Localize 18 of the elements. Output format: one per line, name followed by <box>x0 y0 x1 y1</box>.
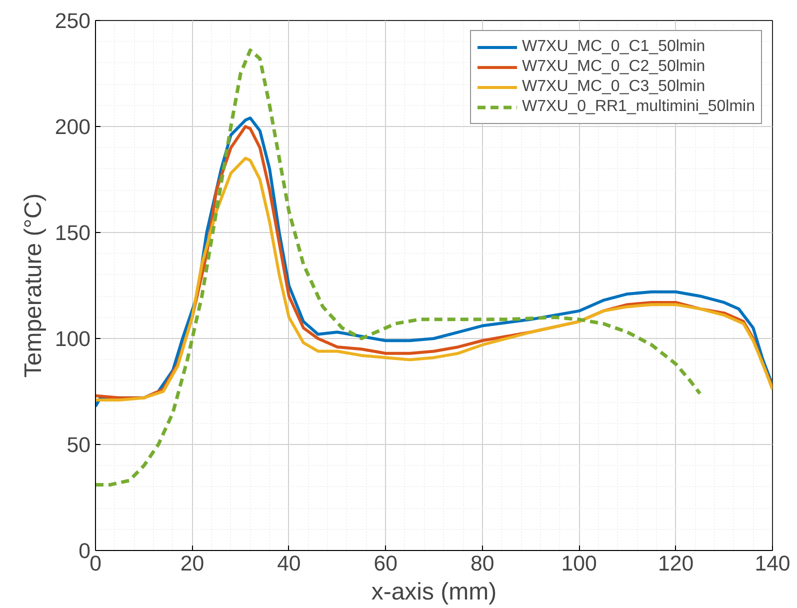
x-tick-label: 120 <box>658 552 694 576</box>
x-tick-label: 20 <box>180 552 204 576</box>
legend-label: W7XU_MC_0_C1_50lmin <box>522 38 706 56</box>
legend-label: W7XU_0_RR1_multimini_50lmin <box>522 98 755 116</box>
y-tick-label: 100 <box>54 327 91 351</box>
x-axis-title: x-axis (mm) <box>371 578 497 606</box>
legend-label: W7XU_MC_0_C3_50lmin <box>522 78 706 96</box>
x-tick-label: 140 <box>754 552 790 576</box>
x-tick-label: 60 <box>374 552 398 576</box>
y-tick-label: 200 <box>54 115 91 139</box>
y-tick-label: 150 <box>54 221 91 245</box>
x-tick-label: 40 <box>277 552 301 576</box>
legend-label: W7XU_MC_0_C2_50lmin <box>522 58 706 76</box>
x-tick-label: 100 <box>561 552 597 576</box>
y-tick-label: 50 <box>66 433 91 457</box>
y-tick-label: 250 <box>54 9 91 33</box>
x-tick-label: 80 <box>470 552 494 576</box>
y-axis-title: Temperature (°C) <box>20 193 47 378</box>
